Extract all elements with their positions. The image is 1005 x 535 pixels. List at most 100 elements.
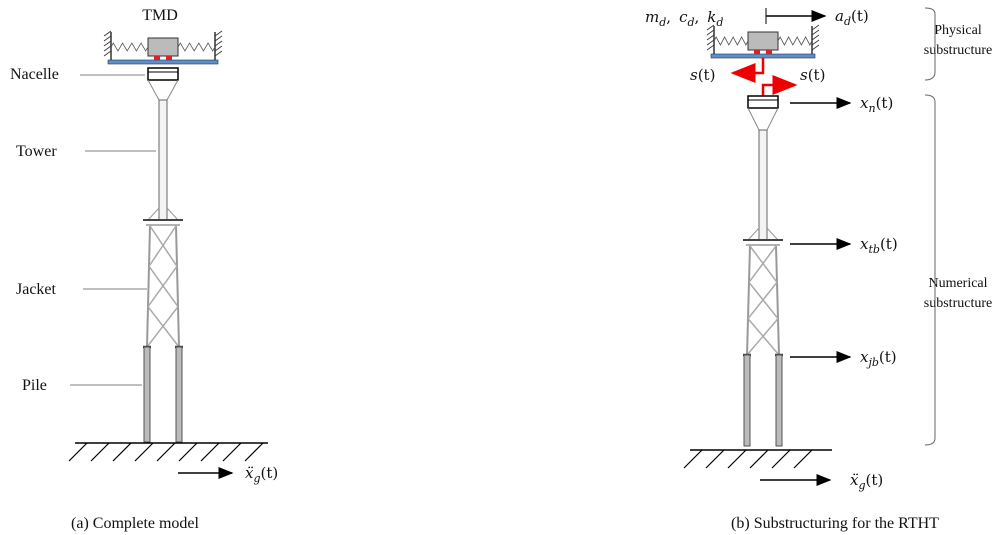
math-label: ẍg(t) — [245, 464, 278, 485]
nacelle-label: Nacelle — [10, 66, 59, 83]
math-argument: (t) — [876, 94, 894, 112]
caption: (b) Substructuring for the RTHT — [731, 515, 939, 532]
tmd-mass — [148, 38, 178, 56]
line — [748, 282, 777, 318]
tower-label: Tower — [16, 143, 57, 160]
math-label: xtb(t) — [860, 235, 898, 256]
line — [750, 450, 768, 468]
math-argument: (t) — [879, 348, 897, 366]
roller — [754, 50, 760, 54]
line — [215, 36, 222, 41]
line — [772, 450, 790, 468]
line — [728, 450, 746, 468]
line — [113, 443, 131, 461]
tmd-platform — [108, 60, 218, 64]
math-label: xjb(t) — [860, 348, 897, 369]
math-argument: (t) — [698, 66, 716, 84]
math-label: xn(t) — [860, 94, 893, 115]
line — [215, 51, 222, 56]
line — [215, 31, 222, 36]
line — [215, 41, 222, 46]
line — [104, 31, 111, 36]
line — [135, 443, 153, 461]
line — [749, 246, 776, 282]
line — [707, 30, 714, 35]
math-label: s(t) — [690, 66, 715, 84]
separator: , — [695, 8, 700, 26]
tmd-platform — [711, 54, 815, 58]
interface-link — [733, 58, 763, 73]
line — [148, 307, 179, 347]
line — [148, 266, 177, 306]
spring — [714, 37, 748, 45]
bracket — [925, 95, 935, 445]
math-subscript: d — [716, 16, 723, 29]
roller — [154, 56, 160, 60]
line — [812, 40, 819, 45]
line — [812, 30, 819, 35]
line — [707, 45, 714, 50]
pile — [744, 355, 750, 446]
line — [245, 443, 263, 461]
line — [104, 51, 111, 56]
line — [147, 226, 150, 347]
tower-top — [148, 80, 178, 100]
line — [812, 45, 819, 50]
math-subscript: g — [253, 472, 260, 485]
line — [776, 246, 779, 355]
line — [149, 266, 178, 306]
line — [201, 443, 219, 461]
line — [812, 35, 819, 40]
line — [104, 36, 111, 41]
line — [812, 25, 819, 30]
nacelle — [748, 96, 778, 108]
math-argument: (t) — [866, 471, 884, 489]
separator: , — [666, 8, 671, 26]
line — [684, 450, 702, 468]
line — [149, 226, 176, 266]
line — [707, 35, 714, 40]
tmd-mass — [748, 32, 778, 50]
line — [794, 450, 812, 468]
line — [179, 443, 197, 461]
tower-top — [748, 108, 778, 130]
pile — [176, 347, 182, 442]
math-symbol: m — [645, 8, 659, 26]
caption: (a) Complete model — [71, 515, 200, 532]
line — [150, 226, 177, 266]
nacelle — [148, 68, 178, 80]
math-subscript: g — [858, 479, 865, 492]
math-subscript: jb — [865, 356, 878, 369]
roller — [166, 56, 172, 60]
figure: TMD Nacelle Tower Jacket Pile (a) Comple… — [0, 0, 1005, 535]
math-label: ẍg(t) — [850, 471, 883, 492]
tmd-label: TMD — [142, 7, 178, 24]
math-subscript: n — [868, 102, 875, 115]
line — [750, 246, 777, 282]
math-label: s(t) — [800, 66, 825, 84]
tower — [759, 130, 767, 240]
line — [747, 319, 778, 355]
math-symbol: k — [707, 8, 716, 26]
math-subscript: d — [659, 16, 666, 29]
line — [223, 443, 241, 461]
pile — [776, 355, 782, 446]
line — [104, 41, 111, 46]
damper-params: md,cd,kd — [645, 8, 723, 29]
line — [706, 450, 724, 468]
tower — [159, 100, 167, 220]
line — [176, 226, 179, 347]
math-argument: (t) — [880, 235, 898, 253]
interface-link — [763, 85, 795, 96]
line — [69, 443, 87, 461]
spring — [111, 43, 148, 51]
math-symbol: a — [835, 7, 844, 25]
line — [707, 40, 714, 45]
math-subscript: tb — [868, 243, 879, 256]
math-label: ad(t) — [835, 7, 869, 28]
math-argument: (t) — [851, 7, 869, 25]
line — [104, 46, 111, 51]
pile — [144, 347, 150, 442]
line — [748, 319, 779, 355]
